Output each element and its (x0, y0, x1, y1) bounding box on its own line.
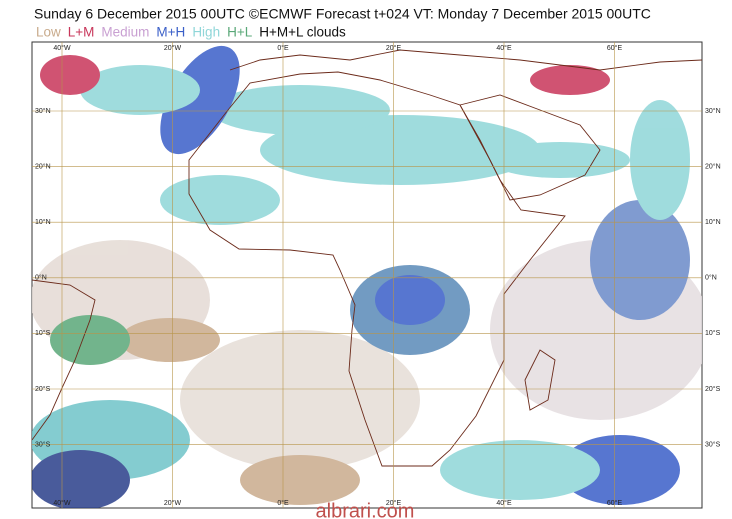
lat-label: 30°N (35, 107, 51, 115)
lon-label: 20°E (386, 44, 402, 52)
cloud-field (32, 45, 702, 508)
lat-label: 10°S (35, 329, 51, 337)
lat-label: 10°N (705, 218, 721, 226)
graticule: 40°W 40°W 20°W 20°W 0°E 0°E 20°E 20°E 40°E 40°E 60… (32, 42, 721, 508)
lon-label: 40°E (496, 499, 512, 507)
lon-label: 20°E (386, 499, 402, 507)
lon-label: 0°E (277, 44, 289, 52)
legend-label: L+M (68, 25, 95, 40)
lon-label: 40°E (496, 44, 512, 52)
lat-label: 0°N (705, 274, 717, 282)
lon-label: 60°E (607, 499, 623, 507)
legend-label: Medium (101, 25, 149, 40)
lat-label: 0°N (35, 274, 47, 282)
lat-label: 20°N (35, 162, 51, 170)
lat-label: 20°S (705, 385, 721, 393)
lat-label: 30°N (705, 107, 721, 115)
lon-label: 40°W (53, 44, 71, 52)
lat-label: 30°S (705, 440, 721, 448)
lat-label: 20°N (705, 162, 721, 170)
legend-label: H+L (227, 25, 253, 40)
lat-label: 10°S (705, 329, 721, 337)
lon-label: 20°W (164, 499, 182, 507)
legend-label: High (192, 25, 220, 40)
title: Sunday 6 December 2015 00UTC ©ECMWF Fore… (34, 6, 651, 22)
legend-label: M+H (156, 25, 185, 40)
legend-label: H+M+L clouds (259, 25, 346, 40)
lon-label: 40°W (53, 499, 71, 507)
legend: Low L+M Medium M+H High H+L H+M+L clouds (36, 25, 346, 40)
lat-label: 10°N (35, 218, 51, 226)
legend-label: Low (36, 25, 61, 40)
lat-label: 20°S (35, 385, 51, 393)
lon-label: 0°E (277, 499, 289, 507)
lat-label: 30°S (35, 440, 51, 448)
lon-label: 20°W (164, 44, 182, 52)
watermark: albrari.com (316, 500, 415, 519)
lon-label: 60°E (607, 44, 623, 52)
